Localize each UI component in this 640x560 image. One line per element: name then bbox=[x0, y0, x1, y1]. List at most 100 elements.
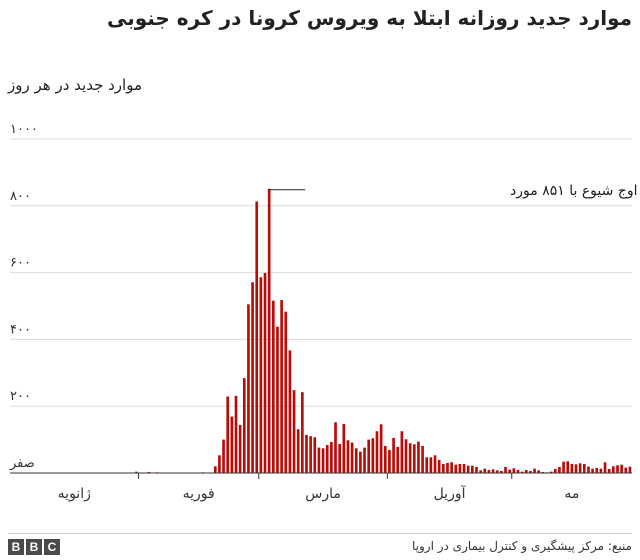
y-tick-label: ۱۰۰۰ bbox=[10, 122, 38, 137]
bar bbox=[292, 390, 296, 473]
bar bbox=[296, 429, 300, 473]
bar bbox=[429, 457, 433, 473]
bar bbox=[628, 466, 632, 473]
y-tick-label: ۲۰۰ bbox=[10, 389, 31, 404]
bar bbox=[305, 434, 308, 473]
bar bbox=[301, 392, 304, 473]
bar bbox=[354, 448, 358, 473]
bar bbox=[607, 468, 611, 473]
bar bbox=[595, 467, 599, 473]
bar bbox=[321, 448, 325, 473]
bar bbox=[421, 445, 424, 473]
bbc-logo-letter: B bbox=[8, 539, 24, 555]
bar bbox=[500, 470, 503, 473]
bar bbox=[475, 466, 478, 473]
bar bbox=[213, 466, 217, 473]
bar bbox=[396, 446, 400, 473]
bar bbox=[412, 444, 416, 473]
bar bbox=[408, 443, 412, 473]
bar bbox=[524, 469, 528, 473]
bar bbox=[562, 461, 565, 473]
bar bbox=[587, 466, 590, 473]
bar bbox=[471, 465, 474, 473]
bar bbox=[383, 445, 387, 473]
bar bbox=[578, 463, 582, 473]
bar bbox=[263, 272, 267, 473]
bar bbox=[375, 431, 379, 473]
bar bbox=[309, 436, 312, 473]
y-axis-label: موارد جدید در هر روز bbox=[8, 76, 142, 94]
bar bbox=[620, 464, 623, 473]
bar bbox=[529, 470, 532, 473]
bar bbox=[338, 443, 341, 473]
bar bbox=[284, 311, 288, 473]
bar bbox=[450, 462, 453, 473]
bar bbox=[433, 455, 437, 473]
bar bbox=[454, 464, 458, 473]
bar bbox=[234, 395, 238, 473]
bar bbox=[334, 422, 337, 473]
bar bbox=[582, 463, 586, 473]
bar bbox=[222, 439, 225, 473]
chart-title: موارد جدید روزانه ابتلا به ویروس کرونا د… bbox=[106, 6, 632, 30]
bar bbox=[147, 471, 151, 473]
y-tick-label: ۴۰۰ bbox=[10, 322, 31, 337]
bar-chart: صفر ۲۰۰ ۴۰۰ ۶۰۰ ۸۰۰ ۱۰۰۰ ژانویه فوریه مارس آوریل م… bbox=[9, 122, 640, 502]
bar bbox=[591, 468, 594, 473]
bar bbox=[417, 441, 420, 473]
bar bbox=[533, 468, 536, 473]
bar bbox=[549, 471, 553, 473]
bar bbox=[558, 466, 561, 473]
bar bbox=[230, 416, 234, 473]
bar bbox=[330, 441, 333, 473]
bar bbox=[313, 437, 317, 473]
bar bbox=[255, 201, 259, 473]
source-note: منبع: مرکز پیشگیری و کنترل بیماری در ارو… bbox=[411, 539, 632, 553]
bar bbox=[346, 440, 350, 473]
bar bbox=[404, 439, 408, 473]
bar bbox=[276, 326, 279, 473]
bar bbox=[288, 350, 292, 473]
bar bbox=[616, 465, 619, 473]
y-tick-label: ۸۰۰ bbox=[10, 189, 31, 204]
bar bbox=[359, 451, 362, 473]
peak-annotation: ۳ مارس: اوج شیوع با ۸۵۱ مورد bbox=[510, 183, 640, 199]
bar bbox=[512, 468, 516, 473]
bar bbox=[247, 304, 250, 473]
bar bbox=[371, 438, 375, 473]
bar bbox=[479, 470, 482, 473]
bar bbox=[379, 424, 383, 473]
bar bbox=[516, 469, 520, 473]
bar bbox=[259, 277, 263, 473]
bar bbox=[437, 459, 441, 473]
bar bbox=[400, 431, 404, 473]
bar bbox=[317, 447, 321, 473]
bar bbox=[392, 437, 395, 473]
bar bbox=[267, 188, 271, 474]
bar bbox=[612, 466, 615, 473]
bar bbox=[363, 447, 366, 473]
bar bbox=[446, 462, 449, 473]
bar bbox=[570, 463, 574, 473]
bar bbox=[553, 468, 557, 473]
bar bbox=[603, 462, 607, 473]
bbc-logo: B B C bbox=[8, 539, 60, 555]
x-tick-label: فوریه bbox=[183, 486, 215, 502]
bar bbox=[504, 466, 507, 473]
bar bbox=[537, 470, 541, 473]
bar bbox=[367, 439, 371, 473]
bar bbox=[520, 471, 524, 473]
bbc-logo-letter: B bbox=[26, 539, 42, 555]
x-tick-label: ژانویه bbox=[58, 486, 91, 502]
bar bbox=[226, 396, 230, 473]
x-tick-label: آوریل bbox=[434, 485, 467, 502]
bar bbox=[325, 444, 329, 473]
bar bbox=[566, 461, 570, 473]
bar bbox=[441, 463, 445, 473]
bar bbox=[350, 442, 354, 473]
bar bbox=[425, 457, 429, 473]
bar bbox=[483, 468, 487, 473]
bar bbox=[342, 423, 346, 473]
bar bbox=[238, 424, 242, 473]
bar bbox=[599, 468, 603, 473]
